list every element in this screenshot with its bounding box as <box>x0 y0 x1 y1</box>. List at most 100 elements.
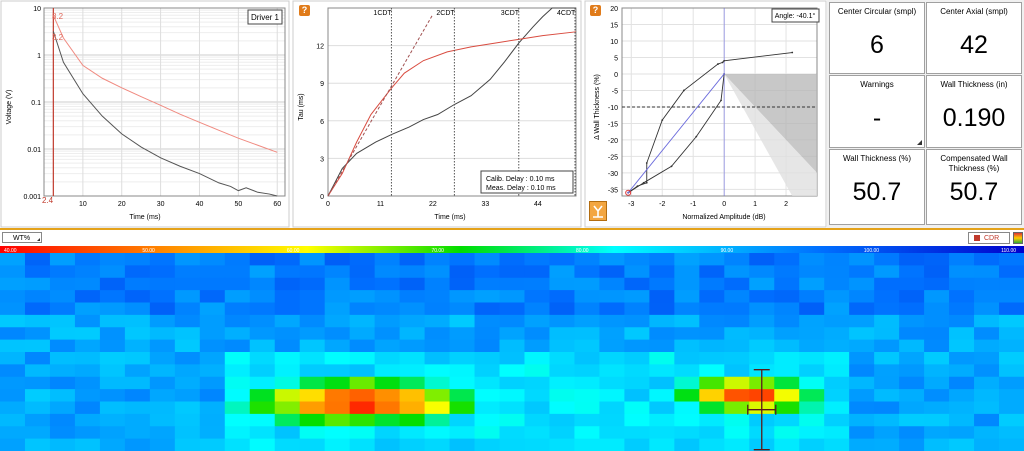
heatmap-cell <box>849 327 875 341</box>
heatmap-cell <box>99 438 126 451</box>
heatmap-cell <box>924 352 950 365</box>
heatmap-cell <box>224 401 251 415</box>
heatmap-cell <box>299 364 326 378</box>
heatmap-cell <box>999 339 1024 353</box>
tau-plot[interactable]: 0 11 22 33 44 0 3 6 9 12 1CDT 2CDT 3CDT 4CDT Calib. … <box>292 0 582 228</box>
heatmap-cell <box>799 339 825 353</box>
heatmap-cell <box>624 413 650 427</box>
heatmap-cell <box>99 290 126 303</box>
heatmap-cell <box>199 339 226 353</box>
heatmap-cell <box>699 438 725 451</box>
heatmap-cell <box>324 327 351 341</box>
heatmap-cell <box>399 364 426 378</box>
heatmap-cell <box>824 277 850 291</box>
wall-thickness-in-value: 0.190 <box>942 104 1006 132</box>
heatmap-cell <box>299 277 326 291</box>
heatmap-cell <box>149 426 176 440</box>
heatmap-cell <box>899 426 925 440</box>
heatmap-cell <box>0 376 26 390</box>
heatmap-cell <box>174 339 201 353</box>
heatmap-cell <box>974 327 1000 341</box>
heatmap-cell <box>824 290 850 303</box>
heatmap-cell <box>524 389 550 402</box>
heatmap-cell <box>24 426 51 440</box>
axis-swap-icon[interactable] <box>589 201 607 221</box>
heatmap-cell <box>699 327 725 341</box>
flag-icon <box>974 235 980 242</box>
palette-icon[interactable] <box>1013 232 1023 244</box>
heatmap-cell <box>574 376 600 390</box>
heatmap-cell <box>124 364 151 378</box>
heatmap-cell <box>774 401 800 415</box>
heatmap-cell <box>49 401 76 415</box>
heatmap-cell <box>499 302 525 316</box>
help-icon[interactable]: ? <box>590 5 601 16</box>
heatmap-cell <box>674 314 700 328</box>
heatmap-cell <box>774 389 800 402</box>
heatmap-cell <box>499 376 525 390</box>
heatmap-cell <box>274 401 301 415</box>
heatmap-cell <box>399 413 426 427</box>
heatmap-cell <box>149 413 176 427</box>
heatmap-cell <box>849 364 875 378</box>
x-axis-label: Normalized Amplitude (dB) <box>682 214 765 221</box>
heatmap-cell <box>299 352 326 365</box>
heatmap-cell <box>424 327 451 341</box>
voltage-plot[interactable]: 10 20 30 40 50 60 0.001 0.01 0.1 1 10 Driver 1 8.2… <box>0 0 290 228</box>
heatmap-cell <box>624 277 650 291</box>
plot-frame <box>43 7 286 197</box>
heatmap-cell <box>999 389 1024 402</box>
heatmap-cell <box>124 352 151 365</box>
warnings-cell[interactable]: Warnings - <box>829 75 925 148</box>
heatmap-cell <box>649 265 675 279</box>
heatmap-cell <box>224 277 251 291</box>
heatmap-cell <box>549 277 575 291</box>
heatmap-cell <box>699 302 725 316</box>
cdt-label: 4CDT <box>557 10 576 17</box>
heatmap-cell <box>449 413 476 427</box>
heatmap-cell <box>849 352 875 365</box>
heatmap-cell <box>599 339 625 353</box>
heatmap-cell <box>499 352 525 365</box>
series-point <box>645 181 648 184</box>
heatmap-cell <box>799 277 825 291</box>
heatmap-cell <box>449 401 476 415</box>
heatmap-cell <box>124 290 151 303</box>
colorbar-tick-label: 80.00 <box>576 248 589 254</box>
heatmap-cell <box>599 327 625 341</box>
shaded-region <box>724 73 817 173</box>
heatmap-cell <box>674 339 700 353</box>
cursor-crosshair[interactable] <box>747 369 777 451</box>
heatmap-cell <box>949 364 975 378</box>
heatmap-cell <box>799 364 825 378</box>
heatmap-cell <box>399 401 426 415</box>
legend-label: Driver 1 <box>251 13 280 22</box>
channel-select[interactable]: WT% <box>2 232 42 243</box>
wall-thickness-heatmap[interactable] <box>0 253 1024 451</box>
heatmap-cell <box>524 438 550 451</box>
heatmap-cell <box>499 277 525 291</box>
heatmap-cell <box>0 327 26 341</box>
heatmap-cell <box>224 413 251 427</box>
y-tick-label: -10 <box>608 105 618 112</box>
heatmap-cell <box>949 426 975 440</box>
heatmap-cell <box>99 277 126 291</box>
heatmap-cell <box>24 438 51 451</box>
heatmap-cell <box>474 265 501 279</box>
heatmap-cell <box>774 413 800 427</box>
help-icon[interactable]: ? <box>299 5 310 16</box>
heatmap-cell <box>449 339 476 353</box>
heatmap-cell <box>99 352 126 365</box>
y-tick-label: 0.001 <box>23 194 41 201</box>
heatmap-cell <box>74 376 101 390</box>
heatmap-cell <box>499 339 525 353</box>
heatmap-cell <box>299 389 326 402</box>
heatmap-cell <box>224 314 251 328</box>
heatmap-cell <box>624 438 650 451</box>
heatmap-cell <box>599 253 625 266</box>
heatmap-cell <box>874 302 900 316</box>
heatmap-cell <box>949 352 975 365</box>
heatmap-cell <box>249 290 276 303</box>
cdr-button[interactable]: CDR <box>968 232 1010 244</box>
